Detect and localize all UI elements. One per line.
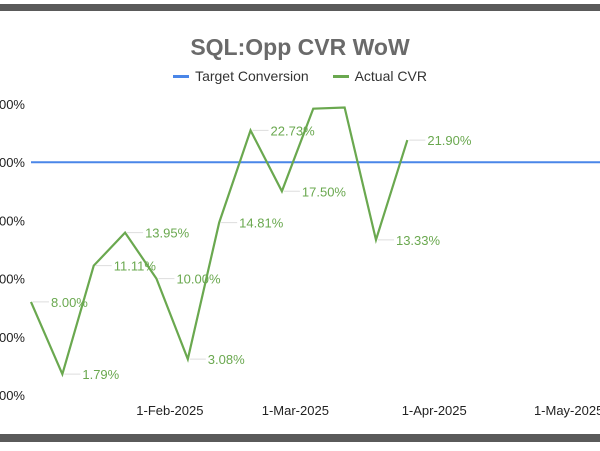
data-label: 22.73% [271,123,316,138]
x-tick-label: 1-Mar-2025 [262,403,329,418]
data-label: 17.50% [302,184,347,199]
y-tick-label: 00% [0,330,25,345]
y-tick-label: 00% [0,97,25,112]
data-label: 11.11% [114,259,157,274]
data-label: 13.33% [396,233,441,248]
data-label: 13.95% [145,226,190,241]
data-label: 1.79% [82,367,119,382]
data-label: 21.90% [427,133,472,148]
legend-item-actual[interactable]: Actual CVR [332,68,427,84]
y-tick-label: 00% [0,155,25,170]
y-tick-label: 00% [0,213,25,228]
data-label: 10.00% [176,272,221,287]
data-label: 3.08% [208,352,245,367]
bottom-border [0,434,600,442]
x-tick-label: 1-May-2025 [534,403,600,418]
y-tick-label: 00% [0,388,25,403]
chart-title: SQL:Opp CVR WoW [190,34,410,60]
chart-legend: Target Conversion Actual CVR [0,68,600,84]
legend-item-target[interactable]: Target Conversion [173,68,309,84]
x-tick-label: 1-Feb-2025 [136,403,203,418]
actual-cvr-line [29,106,409,378]
legend-swatch-actual [332,74,349,78]
x-tick-label: 1-Apr-2025 [402,403,467,418]
y-tick-label: 00% [0,272,25,287]
data-label: 8.00% [51,295,88,310]
legend-swatch-target [173,74,190,78]
legend-label-target: Target Conversion [195,68,309,84]
top-border [0,4,600,11]
legend-label-actual: Actual CVR [354,68,427,84]
data-label: 14.81% [239,216,284,231]
